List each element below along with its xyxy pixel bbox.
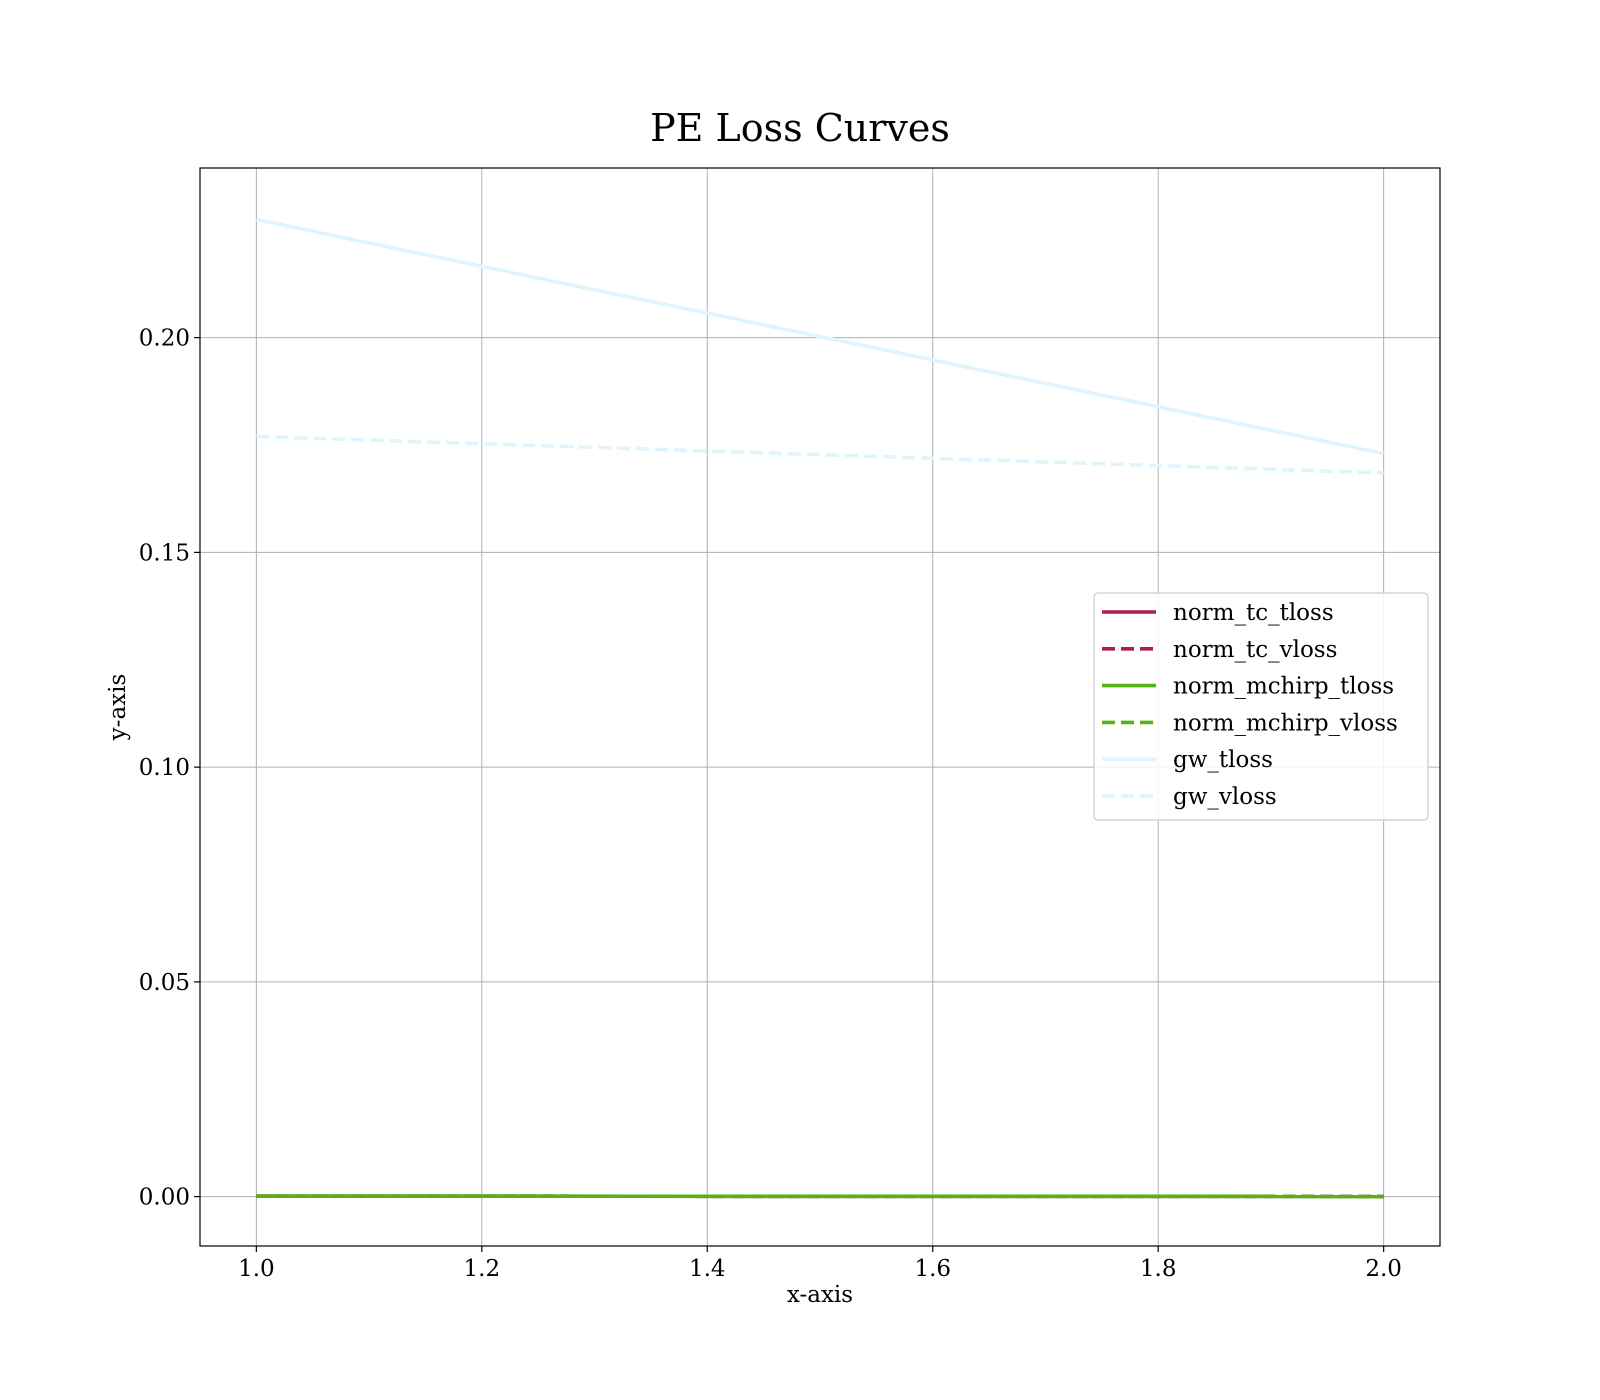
- x-tick-label: 1.8: [1140, 1256, 1177, 1282]
- plot-series: [255, 217, 1385, 1199]
- series-line-gw-tloss: [255, 217, 1385, 456]
- plot-area-frame: [199, 167, 1441, 1247]
- x-tick-label: 1.6: [914, 1256, 951, 1282]
- legend-label: norm_tc_tloss: [1173, 600, 1334, 626]
- y-axis-label: y-axis: [105, 674, 131, 742]
- series-line-gw-vloss: [256, 434, 1384, 475]
- legend-label: norm_mchirp_tloss: [1173, 674, 1394, 700]
- y-tick-label: 0.15: [139, 540, 190, 566]
- x-tick-label: 2.0: [1365, 1256, 1402, 1282]
- y-tick-label: 0.20: [139, 326, 190, 352]
- legend-label: gw_vloss: [1173, 784, 1277, 810]
- x-axis-label: x-axis: [787, 1282, 853, 1308]
- y-tick-label: 0.00: [139, 1185, 190, 1211]
- x-tick-label: 1.0: [238, 1256, 275, 1282]
- axis-ticks: 1.0 1.2 1.4 1.6 1.8 2.0 0.00 0.05 0.10 0.15 0.20: [139, 326, 1402, 1282]
- chart-title: PE Loss Curves: [650, 106, 950, 150]
- legend-label: norm_mchirp_vloss: [1173, 710, 1398, 736]
- legend-label: gw_tloss: [1173, 747, 1273, 773]
- x-tick-label: 1.4: [689, 1256, 726, 1282]
- legend-box: [1093, 592, 1429, 821]
- x-tick-label: 1.2: [464, 1256, 501, 1282]
- legend: norm_tc_tloss norm_tc_vloss norm_mchirp_tl…: [1093, 592, 1429, 821]
- y-tick-label: 0.05: [139, 970, 190, 996]
- legend-label: norm_tc_vloss: [1173, 637, 1337, 663]
- y-tick-label: 0.10: [139, 755, 190, 781]
